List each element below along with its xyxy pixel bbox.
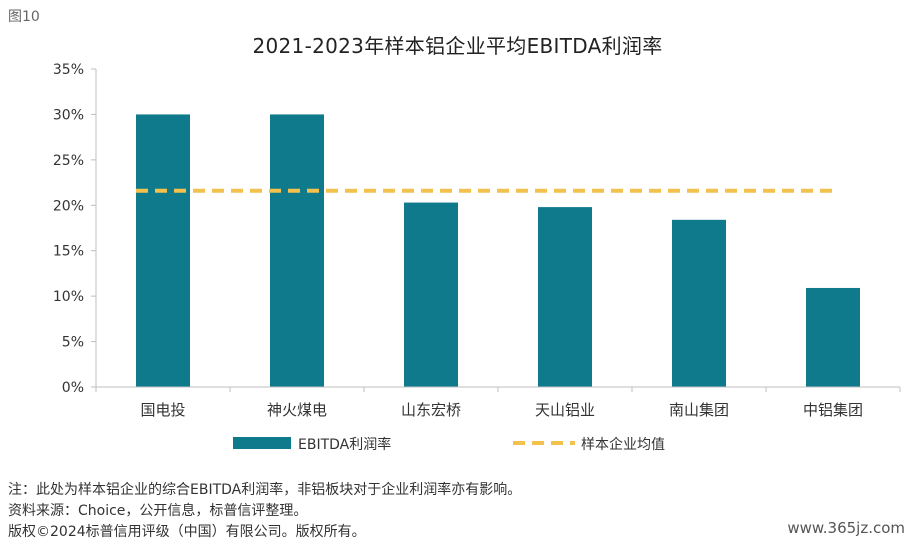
legend-label-bar: EBITDA利润率 <box>298 436 391 453</box>
figure-label: 图10 <box>8 9 40 25</box>
y-tick-label: 20% <box>53 198 84 214</box>
watermark: www.365jz.com <box>787 519 905 537</box>
x-tick-label: 国电投 <box>140 401 185 419</box>
x-tick-label: 南山集团 <box>669 401 729 419</box>
bars <box>136 114 860 387</box>
y-tick-label: 10% <box>53 289 84 305</box>
y-tick-label: 0% <box>62 380 84 396</box>
y-tick-label: 30% <box>53 107 84 123</box>
y-tick-label: 5% <box>62 335 84 351</box>
bar <box>270 114 324 387</box>
x-axis: 国电投 神火煤电 山东宏桥 天山铝业 南山集团 中铝集团 <box>95 386 901 419</box>
source-text: 资料来源：Choice，公开信息，标普信评整理。 <box>8 503 308 519</box>
bar <box>404 202 458 387</box>
x-tick-label: 神火煤电 <box>267 401 327 419</box>
bar <box>136 114 190 387</box>
notes: 注：此处为样本铝企业的综合EBITDA利润率，非铝板块对于企业利润率亦有影响。 … <box>8 480 521 543</box>
chart-title: 2021-2023年样本铝企业平均EBITDA利润率 <box>252 34 663 58</box>
x-tick-label: 天山铝业 <box>535 401 595 419</box>
x-tick-label: 山东宏桥 <box>401 401 461 419</box>
y-tick-label: 15% <box>53 244 84 260</box>
legend-label-line: 样本企业均值 <box>581 436 665 453</box>
bar <box>806 287 860 387</box>
bar <box>672 219 726 387</box>
x-tick-label: 中铝集团 <box>803 401 863 419</box>
note-text: 注：此处为样本铝企业的综合EBITDA利润率，非铝板块对于企业利润率亦有影响。 <box>8 482 522 498</box>
bar <box>538 207 592 387</box>
y-tick-label: 25% <box>53 153 84 169</box>
legend-swatch-bar <box>233 437 291 449</box>
copyright-text: 版权©2024标普信用评级（中国）有限公司。版权所有。 <box>8 524 366 540</box>
y-axis: 0% 5% 10% 15% 20% 25% 30% 35% <box>53 62 97 396</box>
legend: EBITDA利润率 样本企业均值 <box>233 436 665 453</box>
y-tick-label: 35% <box>53 62 84 78</box>
